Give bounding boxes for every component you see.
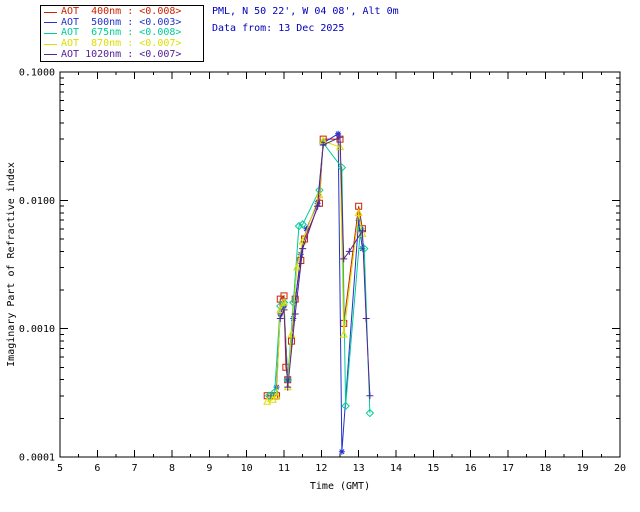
x-tick-label: 8 [169, 463, 175, 474]
series-1020nm [276, 133, 374, 400]
legend-item-label: AOT 870nm : <0.007> [61, 38, 182, 50]
x-tick-label: 5 [57, 463, 63, 474]
y-axis-label: Imaginary Part of Refractive index [6, 162, 17, 367]
x-tick-label: 17 [502, 463, 514, 474]
legend-item: AOT 400nm : <0.008> [44, 7, 200, 17]
x-tick-label: 16 [465, 463, 477, 474]
legend-item: AOT 870nm : <0.007> [44, 39, 200, 49]
station-info: PML, N 50 22', W 04 08', Alt 0m [212, 6, 399, 17]
x-tick-label: 7 [132, 463, 138, 474]
x-tick-label: 12 [315, 463, 327, 474]
y-tick-label: 0.1000 [19, 68, 55, 79]
x-tick-label: 15 [427, 463, 439, 474]
x-tick-label: 10 [241, 463, 253, 474]
y-tick-label: 0.0001 [19, 453, 55, 464]
data-date: Data from: 13 Dec 2025 [212, 23, 345, 34]
y-tick-label: 0.0100 [19, 196, 55, 207]
legend-line-sample-icon [44, 32, 57, 34]
legend-item-label: AOT 500nm : <0.003> [61, 16, 182, 28]
x-tick-label: 6 [94, 463, 100, 474]
legend-item: AOT 500nm : <0.003> [44, 16, 200, 28]
legend-line-sample-icon [44, 11, 57, 13]
x-tick-label: 14 [390, 463, 402, 474]
x-axis-label: Time (GMT) [310, 481, 370, 492]
x-tick-label: 9 [206, 463, 212, 474]
legend-line-sample-icon [44, 43, 57, 45]
x-tick-label: 18 [539, 463, 551, 474]
series-400nm [263, 135, 366, 400]
x-tick-label: 11 [278, 463, 290, 474]
legend-line-sample-icon [44, 54, 57, 56]
legend-item-label: AOT 1020nm : <0.007> [61, 48, 182, 60]
x-tick-label: 19 [577, 463, 589, 474]
legend-item-label: AOT 675nm : <0.008> [61, 27, 182, 39]
legend-item: AOT 675nm : <0.008> [44, 28, 200, 38]
x-tick-label: 13 [353, 463, 365, 474]
y-tick-label: 0.0010 [19, 324, 55, 335]
legend-item: AOT 1020nm : <0.007> [44, 48, 200, 60]
legend-box: AOT 400nm : <0.008> AOT 500nm : <0.003> AO… [40, 5, 204, 62]
legend-line-sample-icon [44, 22, 57, 24]
axes [59, 71, 621, 458]
x-tick-label: 20 [614, 463, 626, 474]
legend-item-label: AOT 400nm : <0.008> [61, 6, 182, 18]
